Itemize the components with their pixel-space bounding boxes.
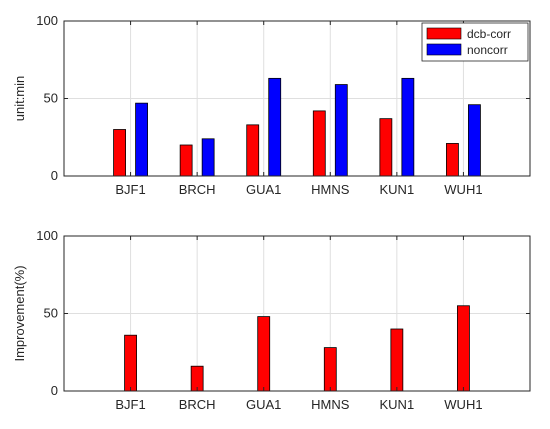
y-tick-label: 100 [36, 228, 58, 243]
bar-noncorr-GUA1 [268, 77, 282, 177]
bar-dcb-corr-GUA1 [246, 124, 260, 177]
x-tick-label: GUA1 [246, 397, 281, 412]
legend-swatch-dcb-corr [426, 27, 462, 40]
bar-dcb-corr-WUH1 [446, 143, 459, 177]
x-tick-label: WUH1 [444, 397, 482, 412]
top-chart-panel: 0 50 100 BJF1 BRCH GUA1 HMNS KUN1 WUH1 unit:min dc… [12, 13, 531, 197]
legend-label-noncorr: noncorr [467, 43, 508, 57]
y-tick-label: 100 [36, 13, 58, 28]
y-tick-label: 50 [44, 306, 58, 321]
bar-noncorr-BRCH [201, 138, 215, 177]
legend-swatch-noncorr [426, 43, 462, 56]
y-tick-label: 0 [51, 168, 58, 183]
bar-dcb-corr-HMNS [312, 110, 326, 177]
x-tick-label: BJF1 [115, 397, 145, 412]
legend-label-dcb-corr: dcb-corr [467, 27, 511, 41]
bar-improvement-KUN1 [390, 328, 404, 392]
bar-noncorr-BJF1 [135, 102, 148, 177]
bar-dcb-corr-KUN1 [379, 118, 393, 177]
x-tick-label: BRCH [179, 397, 216, 412]
y-tick-label: 0 [51, 383, 58, 398]
bar-dcb-corr-BRCH [179, 144, 193, 177]
bar-dcb-corr-BJF1 [113, 129, 126, 177]
bar-improvement-GUA1 [257, 316, 271, 392]
bar-improvement-HMNS [323, 347, 337, 392]
x-tick-label: HMNS [311, 182, 350, 197]
x-tick-label: BRCH [179, 182, 216, 197]
x-tick-label: HMNS [311, 397, 350, 412]
bar-noncorr-HMNS [334, 84, 348, 177]
bar-noncorr-WUH1 [468, 104, 481, 177]
bar-noncorr-KUN1 [401, 77, 415, 177]
bottom-chart-panel: 0 50 100 BJF1 BRCH GUA1 HMNS KUN1 WUH1 Improvemen… [12, 228, 531, 412]
x-tick-label: KUN1 [380, 397, 415, 412]
x-tick-label: WUH1 [444, 182, 482, 197]
y-axis-label: Improvement(%) [12, 265, 27, 361]
x-tick-label: BJF1 [115, 182, 145, 197]
y-axis-label: unit:min [12, 76, 27, 122]
y-tick-label: 50 [44, 91, 58, 106]
legend: dcb-corr noncorr [421, 22, 529, 62]
bar-improvement-WUH1 [457, 305, 470, 392]
x-tick-label: GUA1 [246, 182, 281, 197]
bar-improvement-BJF1 [124, 334, 137, 392]
x-tick-label: KUN1 [380, 182, 415, 197]
